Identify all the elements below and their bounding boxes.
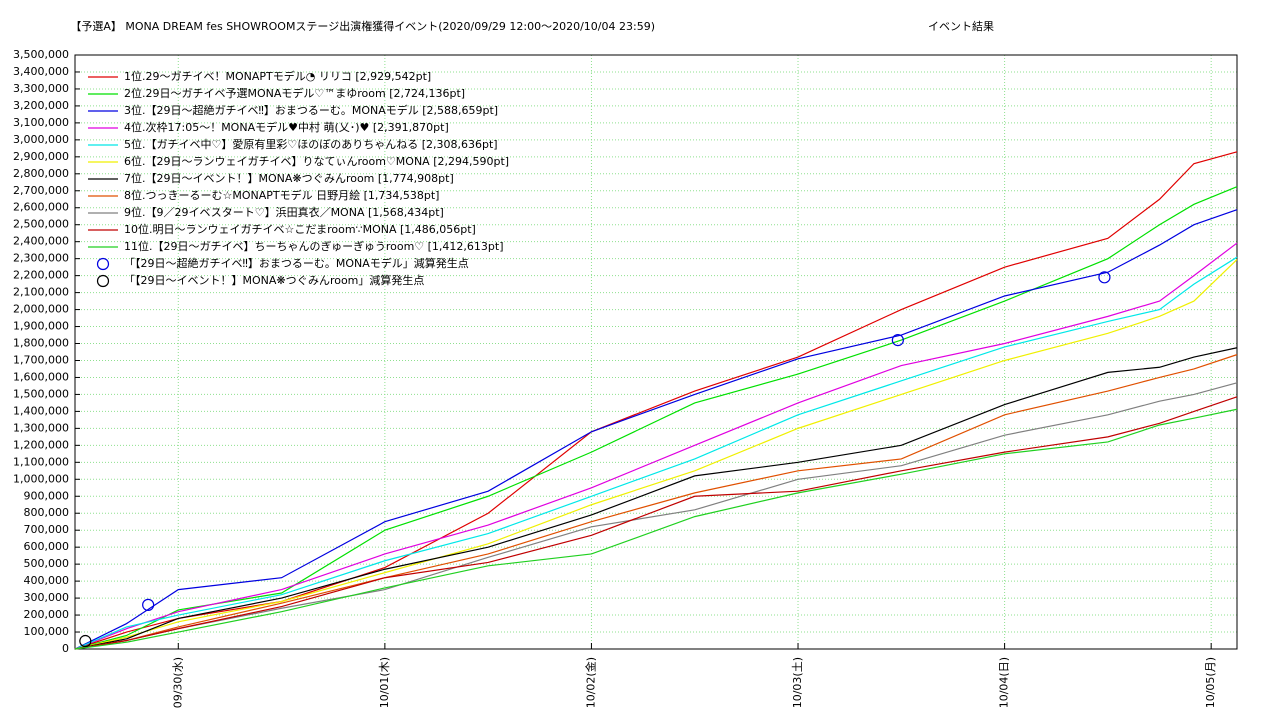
legend-label: 10位.明日〜ランウェイガチイベ☆こだまroom∵MONA [1,486,056… <box>124 222 476 236</box>
y-tick-label: 2,100,000 <box>13 286 69 299</box>
y-tick-label: 0 <box>62 642 69 655</box>
legend-label: 8位.つっきーるーむ☆MONAPTモデル 日野月絵 [1,734,538pt] <box>124 188 439 202</box>
plot-frame <box>74 54 1238 650</box>
x-tick-label: 10/01(木) <box>378 657 391 708</box>
series-line <box>74 256 1238 650</box>
series-line <box>74 209 1238 650</box>
y-tick-label: 2,300,000 <box>13 252 69 265</box>
y-tick-label: 1,800,000 <box>13 337 69 350</box>
y-tick-label: 2,900,000 <box>13 150 69 163</box>
series-line <box>74 151 1238 650</box>
legend-label: 2位.29日〜ガチイベ予選MONAモデル♡™まゆroom [2,724,136p… <box>124 86 465 100</box>
chart-subtitle: イベント結果 <box>928 19 994 33</box>
legend-label: 11位.【29日〜ガチイベ】ちーちゃんのぎゅーぎゅうroom♡ [1,412,6… <box>124 239 504 253</box>
y-tick-label: 1,400,000 <box>13 404 69 417</box>
legend-label: 1位.29〜ガチイベ！MONAPTモデル◔ リリコ [2,929,542pt] <box>124 69 431 83</box>
y-tick-label: 1,300,000 <box>13 421 69 434</box>
y-tick-label: 100,000 <box>24 625 70 638</box>
y-tick-label: 3,300,000 <box>13 82 69 95</box>
y-tick-label: 400,000 <box>24 574 70 587</box>
legend-marker <box>96 274 110 288</box>
x-tick-label: 10/03(土) <box>791 657 804 708</box>
y-tick-label: 500,000 <box>24 557 70 570</box>
y-tick-label: 2,500,000 <box>13 218 69 231</box>
y-tick-label: 2,400,000 <box>13 235 69 248</box>
y-tick-label: 1,100,000 <box>13 455 69 468</box>
y-tick-label: 300,000 <box>24 591 70 604</box>
series-line <box>74 347 1238 650</box>
y-tick-label: 1,600,000 <box>13 370 69 383</box>
legend-label: 「【29日〜イベント！】MONA❋つぐみんroom」減算発生点 <box>124 273 424 287</box>
legend-label: 9位.【9／29イベスタート♡】浜田真衣／MONA [1,568,434pt] <box>124 205 444 219</box>
series-line <box>74 259 1238 650</box>
y-tick-label: 3,100,000 <box>13 116 69 129</box>
decrease-marker <box>891 334 904 347</box>
y-tick-label: 800,000 <box>24 506 70 519</box>
y-tick-label: 2,700,000 <box>13 184 69 197</box>
x-tick-label: 10/04(日) <box>998 657 1011 708</box>
y-tick-label: 700,000 <box>24 523 70 536</box>
legend-label: 3位.【29日〜超絶ガチイベ‼】おまつるーむ。MONAモデル [2,588,65… <box>124 103 498 117</box>
x-tick-label: 10/05(月) <box>1204 657 1217 708</box>
series-line <box>74 408 1238 650</box>
y-tick-label: 900,000 <box>24 489 70 502</box>
y-tick-label: 2,800,000 <box>13 167 69 180</box>
y-tick-label: 3,500,000 <box>13 48 69 61</box>
y-tick-label: 1,500,000 <box>13 387 69 400</box>
y-tick-label: 2,000,000 <box>13 303 69 316</box>
y-tick-label: 1,700,000 <box>13 353 69 366</box>
series-line <box>74 396 1238 650</box>
y-tick-label: 1,200,000 <box>13 438 69 451</box>
legend-label: 5位.【ガチイベ中♡】愛原有里彩♡ほのぼのありちゃんねる [2,308,636p… <box>124 137 498 151</box>
legend-label: 4位.次枠17:05〜！MONAモデル♥中村 萌(乂･)♥ [2,391,870… <box>124 120 449 134</box>
y-tick-label: 1,000,000 <box>13 472 69 485</box>
y-tick-label: 200,000 <box>24 608 70 621</box>
y-tick-label: 3,200,000 <box>13 99 69 112</box>
x-tick-label: 09/30(水) <box>171 657 184 708</box>
decrease-marker <box>79 634 92 648</box>
y-tick-label: 3,400,000 <box>13 65 69 78</box>
y-tick-label: 2,600,000 <box>13 201 69 214</box>
legend-label: 7位.【29日〜イベント！】MONA❋つぐみんroom [1,774,908pt… <box>124 171 454 185</box>
y-tick-label: 2,200,000 <box>13 269 69 282</box>
y-tick-label: 3,000,000 <box>13 133 69 146</box>
series-line <box>74 242 1238 650</box>
series-line <box>74 382 1238 650</box>
y-tick-label: 600,000 <box>24 540 70 553</box>
x-tick-label: 10/02(金) <box>583 657 597 708</box>
decrease-marker <box>1098 271 1111 284</box>
y-tick-label: 1,900,000 <box>13 320 69 333</box>
chart-title: 【予選A】 MONA DREAM fes SHOWROOMステージ出演権獲得イベ… <box>70 19 655 33</box>
decrease-marker <box>142 598 155 611</box>
legend-label: 6位.【29日〜ランウェイガチイベ】りなてぃんroom♡MONA [2,294,… <box>124 154 509 168</box>
legend-label: 「【29日〜超絶ガチイベ‼】おまつるーむ。MONAモデル」減算発生点 <box>124 256 469 270</box>
legend-marker <box>96 257 110 271</box>
series-line <box>74 354 1238 650</box>
